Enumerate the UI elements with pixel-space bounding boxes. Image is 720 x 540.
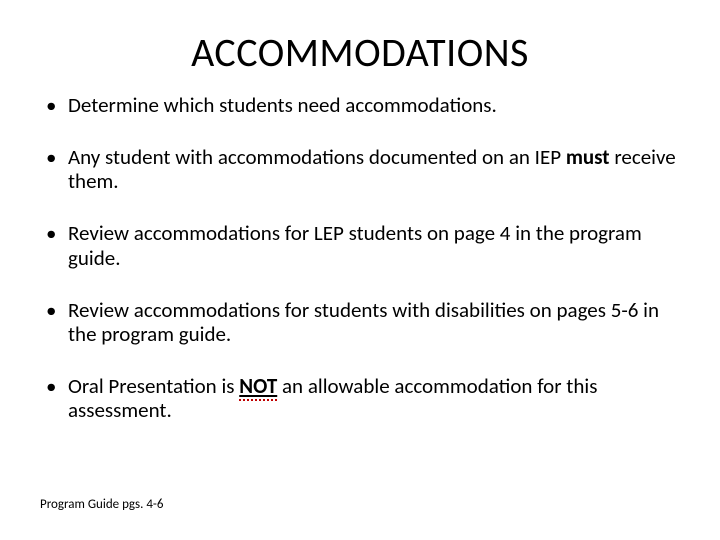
- bullet-text-not: NOT: [239, 373, 277, 401]
- bullet-item-4: Review accommodations for students with …: [40, 298, 680, 346]
- bullet-item-2: Any student with accommodations document…: [40, 145, 680, 193]
- slide-title: ACCOMMODATIONS: [40, 28, 680, 77]
- bullet-item-5: Oral Presentation is NOT an allowable ac…: [40, 374, 680, 422]
- bullet-list: Determine which students need accommodat…: [40, 93, 680, 422]
- bullet-text: Review accommodations for students with …: [68, 297, 659, 347]
- bullet-item-3: Review accommodations for LEP students o…: [40, 221, 680, 269]
- bullet-text-pre: Any student with accommodations document…: [68, 144, 566, 170]
- bullet-item-1: Determine which students need accommodat…: [40, 93, 680, 117]
- bullet-text-must: must: [566, 144, 610, 170]
- slide-container: ACCOMMODATIONS Determine which students …: [0, 0, 720, 540]
- bullet-text: Review accommodations for LEP students o…: [68, 220, 642, 270]
- bullet-text-pre: Oral Presentation is: [68, 373, 239, 399]
- bullet-text: Determine which students need accommodat…: [68, 92, 497, 118]
- footer-note: Program Guide pgs. 4-6: [40, 497, 164, 512]
